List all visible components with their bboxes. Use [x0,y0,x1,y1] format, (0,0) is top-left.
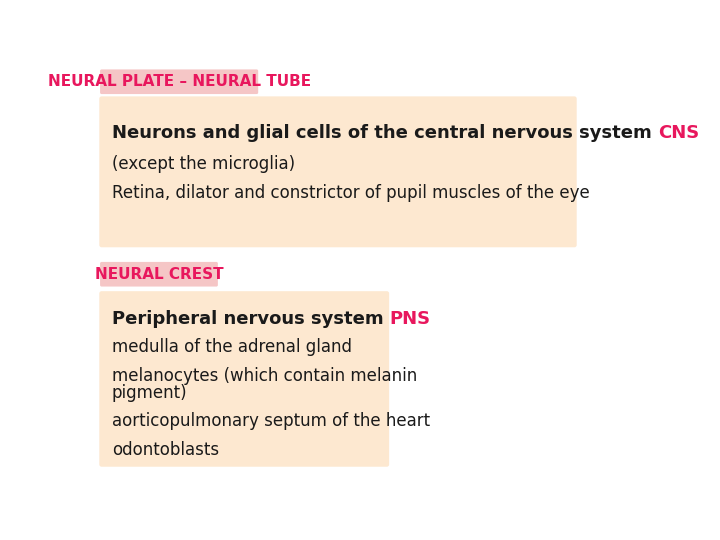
Text: pigment): pigment) [112,384,187,402]
Text: NEURAL PLATE – NEURAL TUBE: NEURAL PLATE – NEURAL TUBE [48,74,311,89]
FancyBboxPatch shape [99,96,577,247]
Text: NEURAL CREST: NEURAL CREST [94,267,223,282]
Text: medulla of the adrenal gland: medulla of the adrenal gland [112,339,351,356]
Text: Retina, dilator and constrictor of pupil muscles of the eye: Retina, dilator and constrictor of pupil… [112,184,590,202]
FancyBboxPatch shape [100,70,258,94]
FancyBboxPatch shape [99,291,389,467]
Text: (except the microglia): (except the microglia) [112,155,294,173]
Text: PNS: PNS [390,310,431,328]
FancyBboxPatch shape [100,262,218,287]
Text: CNS: CNS [657,124,699,143]
Text: melanocytes (which contain melanin: melanocytes (which contain melanin [112,367,417,385]
Text: odontoblasts: odontoblasts [112,441,219,459]
Text: aorticopulmonary septum of the heart: aorticopulmonary septum of the heart [112,413,430,430]
Text: Neurons and glial cells of the central nervous system: Neurons and glial cells of the central n… [112,124,657,143]
Text: Peripheral nervous system: Peripheral nervous system [112,310,390,328]
